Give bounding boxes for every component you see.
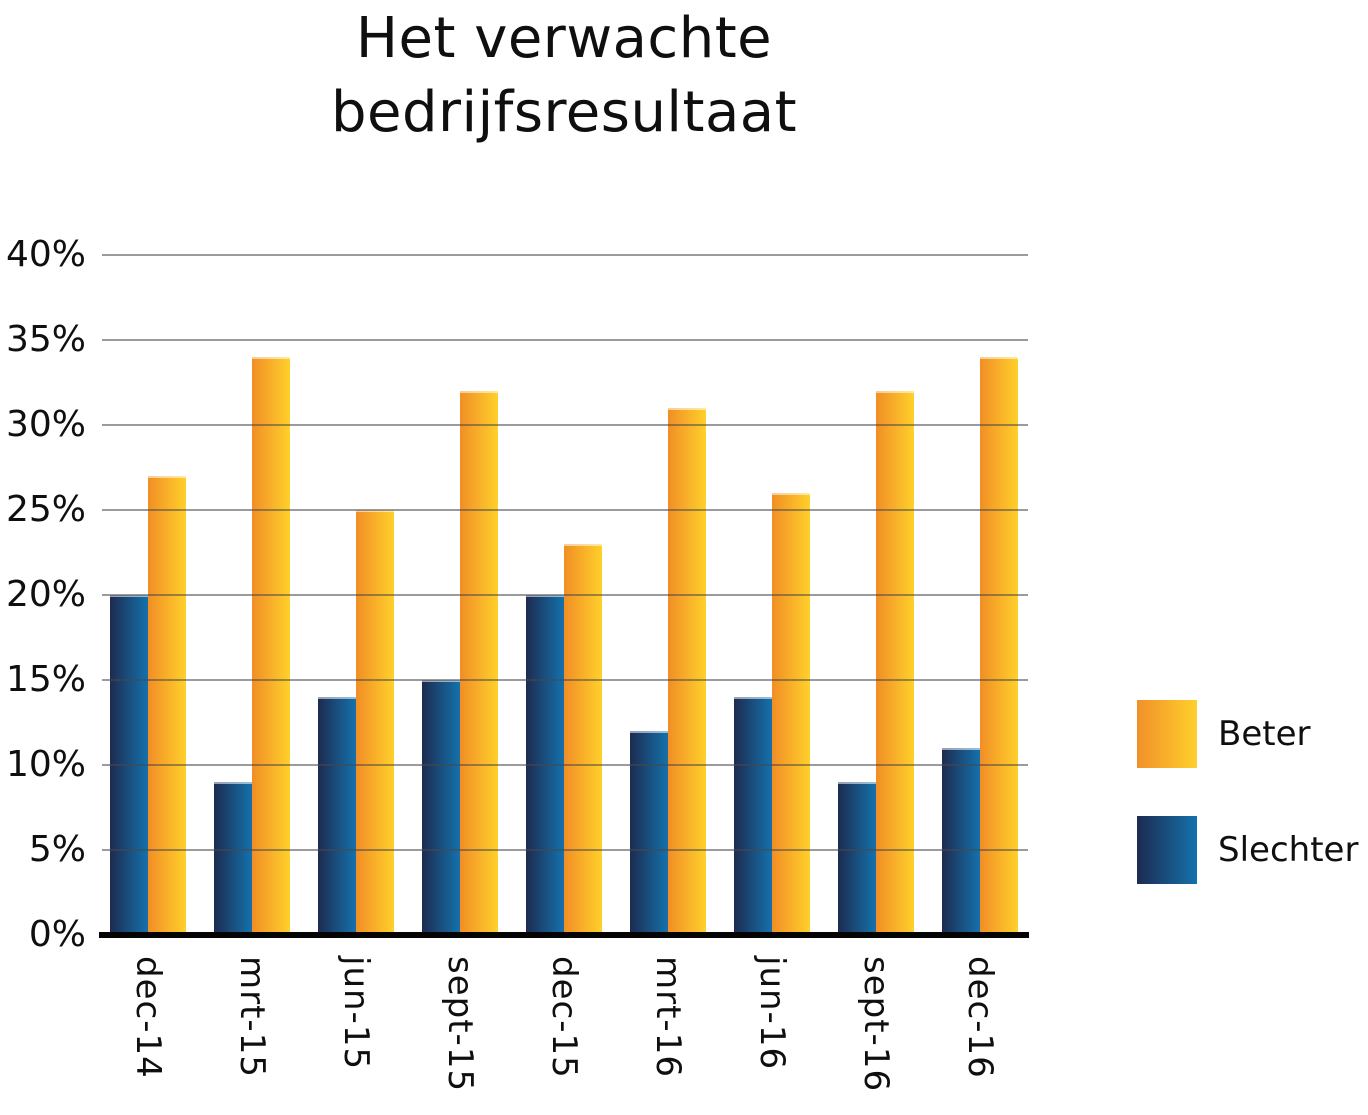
chart-title: Het verwachte bedrijfsresultaat [14,2,1114,150]
x-axis-label-cell: jun-15 [318,956,394,1092]
y-axis-tick-label: 25% [5,489,86,530]
x-axis-label: sept-16 [856,956,896,1093]
legend-label-slechter: Slechter [1218,830,1359,870]
x-axis-label: dec-15 [544,956,584,1079]
y-axis-tick-label: 30% [5,404,86,445]
bar-group-mrt-16 [630,255,706,935]
bar-slechter-jun-15 [318,697,356,935]
chart-title-line-1: Het verwachte [355,6,773,71]
bar-group-dec-14 [110,255,186,935]
y-axis-tick-label: 35% [5,319,86,360]
bar-group-sept-15 [422,255,498,935]
bar-slechter-jun-16 [734,697,772,935]
bar-slechter-sept-15 [422,680,460,935]
x-axis-label: jun-15 [336,956,376,1071]
y-axis-tick-label: 10% [5,744,86,785]
bar-group-mrt-15 [214,255,290,935]
bar-slechter-dec-15 [526,595,564,935]
x-axis-label-cell: jun-16 [734,956,810,1092]
bar-beter-dec-14 [148,476,186,935]
bar-slechter-mrt-15 [214,782,252,935]
legend-swatch-slechter [1137,816,1197,884]
x-axis-label-cell: dec-14 [110,956,186,1092]
bar-slechter-dec-14 [110,595,148,935]
bar-group-jun-15 [318,255,394,935]
bar-group-jun-16 [734,255,810,935]
bar-beter-mrt-16 [668,408,706,935]
bar-slechter-dec-16 [942,748,980,935]
plot-area [99,254,1029,938]
x-axis-label-cell: sept-16 [838,956,914,1092]
x-axis-label: dec-14 [128,956,168,1079]
bar-beter-jun-15 [356,510,394,935]
chart-title-line-2: bedrijfsresultaat [330,80,798,145]
bar-beter-jun-16 [772,493,810,935]
bar-group-dec-15 [526,255,602,935]
y-axis-tick-label: 15% [5,659,86,700]
bar-beter-dec-15 [564,544,602,935]
y-axis-tick-label: 5% [28,829,86,870]
x-axis-line [99,932,1029,938]
y-axis-tick-label: 40% [5,234,86,275]
legend-swatch-beter [1137,700,1197,768]
y-axis-tick-label: 0% [28,914,86,955]
bar-beter-dec-16 [980,357,1018,935]
x-axis-labels: dec-14 mrt-15 jun-15 sept-15 dec-15 mrt-… [100,956,1028,1092]
bar-beter-sept-15 [460,391,498,935]
x-axis-label: dec-16 [960,956,1000,1079]
x-axis-label: sept-15 [440,956,480,1093]
x-axis-label-cell: mrt-16 [630,956,706,1092]
x-axis-label-cell: sept-15 [422,956,498,1092]
bars-container [100,255,1028,935]
x-axis-label: mrt-15 [232,956,272,1078]
bar-group-dec-16 [942,255,1018,935]
x-axis-label: mrt-16 [648,956,688,1078]
x-axis-label-cell: dec-16 [942,956,1018,1092]
x-axis-label: jun-16 [752,956,792,1071]
bar-group-sept-16 [838,255,914,935]
x-axis-label-cell: dec-15 [526,956,602,1092]
y-axis-tick-label: 20% [5,574,86,615]
bar-beter-mrt-15 [252,357,290,935]
bar-slechter-mrt-16 [630,731,668,935]
bar-beter-sept-16 [876,391,914,935]
x-axis-label-cell: mrt-15 [214,956,290,1092]
bar-slechter-sept-16 [838,782,876,935]
legend-label-beter: Beter [1218,714,1311,754]
